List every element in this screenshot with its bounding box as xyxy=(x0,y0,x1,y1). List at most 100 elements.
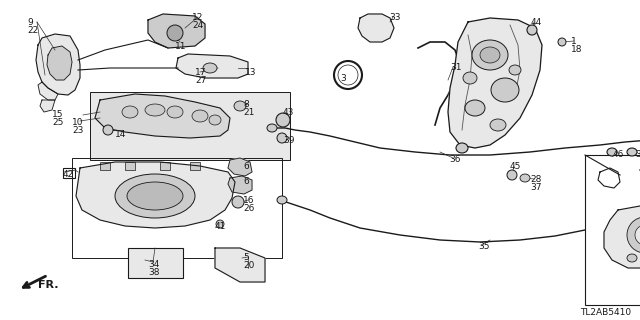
Bar xyxy=(100,162,110,170)
Text: 15: 15 xyxy=(52,110,63,119)
Text: 13: 13 xyxy=(245,68,257,77)
Ellipse shape xyxy=(472,40,508,70)
Polygon shape xyxy=(40,100,55,112)
Ellipse shape xyxy=(145,104,165,116)
Ellipse shape xyxy=(607,148,617,156)
Text: 24: 24 xyxy=(192,21,204,30)
Text: 5: 5 xyxy=(243,253,249,262)
Text: 46: 46 xyxy=(613,150,625,159)
Text: 23: 23 xyxy=(72,126,83,135)
Text: 1: 1 xyxy=(571,37,577,46)
Text: 22: 22 xyxy=(27,26,38,35)
Polygon shape xyxy=(604,206,640,268)
Text: 3: 3 xyxy=(340,74,346,83)
Ellipse shape xyxy=(507,170,517,180)
Bar xyxy=(128,248,183,278)
Bar xyxy=(72,158,282,258)
Ellipse shape xyxy=(103,125,113,135)
Text: 12: 12 xyxy=(192,13,204,22)
Text: 6: 6 xyxy=(243,162,249,171)
Text: 38: 38 xyxy=(148,268,159,277)
Text: 35: 35 xyxy=(478,242,490,251)
Ellipse shape xyxy=(216,220,224,228)
Text: 6: 6 xyxy=(243,177,249,186)
Polygon shape xyxy=(47,46,72,80)
Text: 28: 28 xyxy=(530,175,541,184)
Bar xyxy=(63,168,75,178)
Ellipse shape xyxy=(277,196,287,204)
Polygon shape xyxy=(228,158,252,176)
Ellipse shape xyxy=(463,72,477,84)
Polygon shape xyxy=(358,14,394,42)
Text: 41: 41 xyxy=(215,222,227,231)
Ellipse shape xyxy=(276,113,290,127)
Text: 44: 44 xyxy=(531,18,542,27)
Ellipse shape xyxy=(232,196,244,208)
Ellipse shape xyxy=(209,115,221,125)
Polygon shape xyxy=(228,176,252,194)
Text: 36: 36 xyxy=(449,155,461,164)
Bar xyxy=(585,155,640,305)
Polygon shape xyxy=(448,18,542,148)
Ellipse shape xyxy=(338,65,358,85)
Ellipse shape xyxy=(520,174,530,182)
Text: 16: 16 xyxy=(243,196,255,205)
Text: 20: 20 xyxy=(243,261,254,270)
Bar xyxy=(90,92,290,160)
Polygon shape xyxy=(76,162,235,228)
Bar xyxy=(190,162,200,170)
Ellipse shape xyxy=(167,106,183,118)
Polygon shape xyxy=(215,248,265,282)
Ellipse shape xyxy=(627,254,637,262)
Ellipse shape xyxy=(527,25,537,35)
Ellipse shape xyxy=(127,182,183,210)
Text: 30: 30 xyxy=(635,150,640,159)
Text: 45: 45 xyxy=(510,162,522,171)
Text: 26: 26 xyxy=(243,204,254,213)
Text: 14: 14 xyxy=(115,130,126,139)
Text: TL2AB5410: TL2AB5410 xyxy=(580,308,631,317)
Text: 18: 18 xyxy=(571,45,582,54)
Ellipse shape xyxy=(203,63,217,73)
Ellipse shape xyxy=(635,225,640,245)
Text: 34: 34 xyxy=(148,260,159,269)
Ellipse shape xyxy=(192,110,208,122)
Bar xyxy=(125,162,135,170)
Bar xyxy=(160,162,170,170)
Ellipse shape xyxy=(509,65,521,75)
Ellipse shape xyxy=(627,148,637,156)
Ellipse shape xyxy=(167,25,183,41)
Ellipse shape xyxy=(234,101,246,111)
Text: 9: 9 xyxy=(27,18,33,27)
Text: 33: 33 xyxy=(389,13,401,22)
Ellipse shape xyxy=(267,124,277,132)
Ellipse shape xyxy=(456,143,468,153)
Text: 21: 21 xyxy=(243,108,254,117)
Ellipse shape xyxy=(627,217,640,253)
Ellipse shape xyxy=(277,133,287,143)
Polygon shape xyxy=(38,82,58,100)
Ellipse shape xyxy=(558,38,566,46)
Polygon shape xyxy=(148,14,205,48)
Text: 10: 10 xyxy=(72,118,83,127)
Text: 11: 11 xyxy=(175,42,186,51)
Ellipse shape xyxy=(465,100,485,116)
Text: 39: 39 xyxy=(283,136,294,145)
Text: 25: 25 xyxy=(52,118,63,127)
Ellipse shape xyxy=(490,119,506,131)
Text: 37: 37 xyxy=(530,183,541,192)
Text: 42: 42 xyxy=(63,170,74,179)
Ellipse shape xyxy=(491,78,519,102)
Text: 31: 31 xyxy=(450,63,461,72)
Text: 27: 27 xyxy=(195,76,206,85)
Text: 43: 43 xyxy=(283,108,294,117)
Text: 8: 8 xyxy=(243,100,249,109)
Polygon shape xyxy=(176,54,248,78)
Ellipse shape xyxy=(480,47,500,63)
Text: 17: 17 xyxy=(195,68,207,77)
Polygon shape xyxy=(36,34,80,95)
Ellipse shape xyxy=(115,174,195,218)
Text: FR.: FR. xyxy=(38,280,58,290)
Ellipse shape xyxy=(122,106,138,118)
Polygon shape xyxy=(95,94,230,138)
